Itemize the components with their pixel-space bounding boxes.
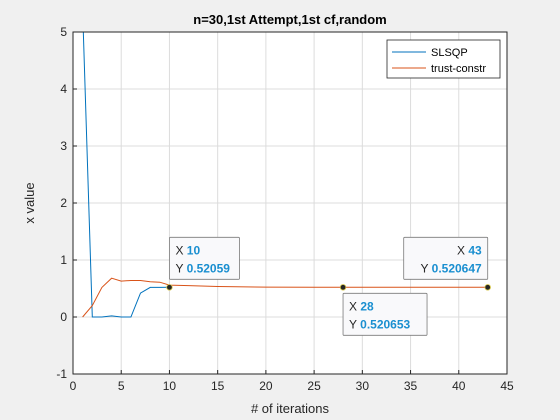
datatip-y-label: Y: [175, 261, 186, 275]
x-tick-label: 5: [118, 379, 125, 393]
datatip-x-text: X 10: [175, 243, 200, 257]
datatip-y-text: Y 0.520653: [349, 317, 411, 331]
datatip-x-text: X 43: [457, 243, 482, 257]
x-tick-label: 40: [452, 379, 466, 393]
datatip-x-value: 28: [360, 299, 374, 313]
legend[interactable]: SLSQP trust-constr: [386, 39, 501, 79]
x-tick-label: 10: [163, 379, 177, 393]
datatip-marker[interactable]: [339, 284, 347, 291]
x-tick-label: 45: [500, 379, 514, 393]
datatip-x-value: 10: [187, 243, 201, 257]
x-tick-label: 0: [70, 379, 77, 393]
y-tick-label: 4: [60, 82, 67, 96]
datatip-marker[interactable]: [484, 284, 491, 291]
y-tick-label: 1: [60, 253, 67, 267]
datatip[interactable]: X 10Y 0.52059: [166, 236, 240, 291]
x-tick-label: 20: [259, 379, 273, 393]
legend-label-trust-constr: trust-constr: [431, 63, 486, 75]
y-axis-label: x value: [22, 182, 37, 223]
datatip-y-label: Y: [421, 261, 432, 275]
y-tick-label: -1: [56, 367, 67, 381]
chart-title: n=30,1st Attempt,1st cf,random: [193, 12, 386, 27]
y-tick-label: 0: [60, 310, 67, 324]
datatip-y-text: Y 0.520647: [421, 261, 483, 275]
datatip-box: [169, 236, 240, 280]
datatip-y-value: 0.520653: [360, 317, 410, 331]
datatip-x-value: 43: [468, 243, 482, 257]
x-tick-label: 15: [211, 379, 225, 393]
y-tick-label: 2: [60, 196, 67, 210]
datatip-box: [403, 236, 489, 280]
datatip-x-label: X: [457, 243, 468, 257]
datatip-x-text: X 28: [349, 299, 374, 313]
datatip-y-text: Y 0.52059: [175, 261, 230, 275]
datatip-y-value: 0.52059: [187, 261, 231, 275]
y-tick-label: 3: [60, 139, 67, 153]
x-tick-label: 25: [307, 379, 321, 393]
datatip-marker[interactable]: [166, 284, 173, 291]
datatip[interactable]: X 43 Y 0.520647: [403, 236, 491, 291]
datatip-box: [342, 292, 428, 336]
legend-label-slsqp: SLSQP: [431, 47, 468, 59]
x-tick-label: 30: [356, 379, 370, 393]
x-tick-label: 35: [404, 379, 418, 393]
series-line-slsqp: [82, 32, 170, 318]
datatip-x-label: X: [349, 299, 360, 313]
x-axis-label: # of iterations: [251, 401, 330, 416]
datatip-x-label: X: [175, 243, 186, 257]
datatip[interactable]: X 28Y 0.520653: [339, 284, 428, 336]
y-tick-label: 5: [60, 25, 67, 39]
datatip-y-value: 0.520647: [432, 261, 482, 275]
legend-box: [386, 39, 501, 79]
datatip-y-label: Y: [349, 317, 360, 331]
